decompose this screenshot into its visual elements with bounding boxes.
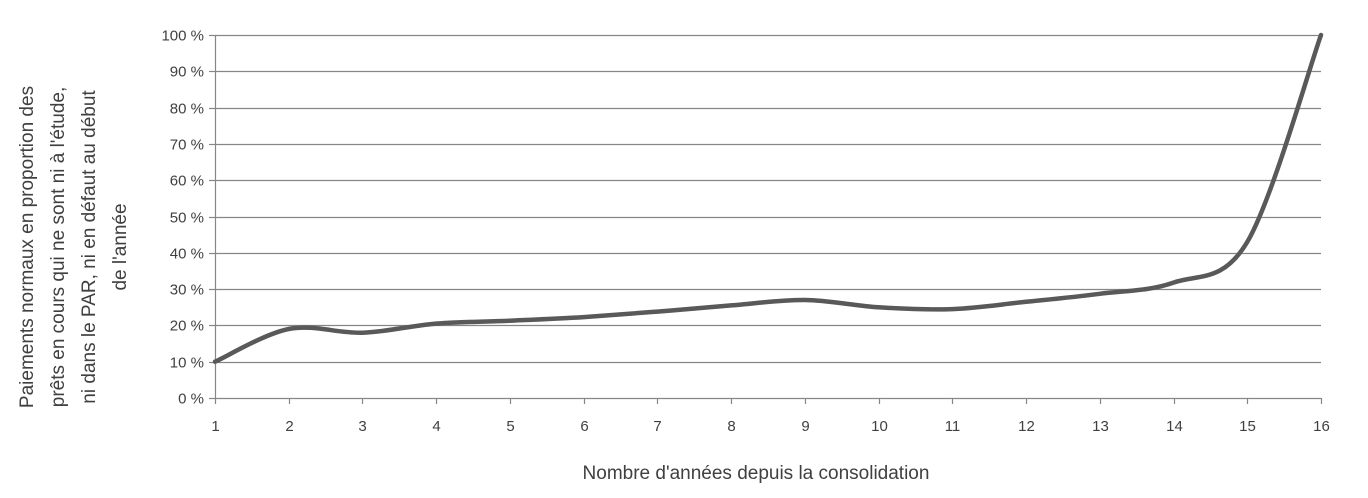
y-axis-title: Paiements normaux en proportion des prêt…	[17, 86, 131, 408]
x-tick-label: 16	[1313, 418, 1330, 435]
y-tick-label: 30 %	[170, 282, 204, 299]
x-tick-label: 4	[432, 418, 440, 435]
x-tick-label: 12	[1018, 418, 1035, 435]
x-tick-label: 6	[580, 418, 588, 435]
y-tick-label: 80 %	[170, 101, 204, 118]
x-tick-label: 10	[871, 418, 888, 435]
y-tick-labels: 0 % 10 % 20 % 30 % 40 % 50 % 60 % 70 % 80 % 90 % 1…	[161, 28, 204, 408]
x-tick-label: 8	[727, 418, 735, 435]
x-tick-label: 13	[1092, 418, 1109, 435]
y-tick-label: 20 %	[170, 318, 204, 335]
x-tick-label: 7	[653, 418, 661, 435]
y-tick-label: 70 %	[170, 137, 204, 154]
y-tick-label: 0 %	[178, 391, 204, 408]
x-tick-label: 2	[285, 418, 293, 435]
y-tick-label: 90 %	[170, 64, 204, 81]
y-axis-title-line-2: prêts en cours qui ne sont ni à l'étude,	[48, 87, 69, 408]
x-axis-title: Nombre d'années depuis la consolidation	[583, 463, 930, 484]
series-layer	[212, 32, 1324, 364]
y-tick-label: 40 %	[170, 246, 204, 263]
x-tick-label: 9	[801, 418, 809, 435]
x-tick-label: 1	[211, 418, 219, 435]
y-axis-title-line-1: Paiements normaux en proportion des	[17, 86, 38, 408]
y-tick-label: 60 %	[170, 173, 204, 190]
grid-lines	[215, 34, 1321, 364]
series-line	[212, 32, 1324, 364]
axes	[209, 34, 1323, 404]
x-tick-label: 11	[945, 418, 961, 435]
y-tick-label: 10 %	[170, 355, 204, 372]
x-tick-label: 3	[358, 418, 366, 435]
y-tick-label: 100 %	[161, 28, 204, 45]
y-axis-title-line-4: de l'année	[110, 203, 131, 290]
x-tick-label: 5	[506, 418, 514, 435]
x-tick-label: 14	[1166, 418, 1183, 435]
y-axis-title-line-3: ni dans le PAR, ni en défaut au début	[79, 90, 100, 404]
y-tick-label: 50 %	[170, 210, 204, 227]
x-tick-labels: 1 2 3 4 5 6 7 8 9 10 11 12 13 14 15 16	[211, 418, 1330, 435]
x-tick-label: 15	[1239, 418, 1256, 435]
